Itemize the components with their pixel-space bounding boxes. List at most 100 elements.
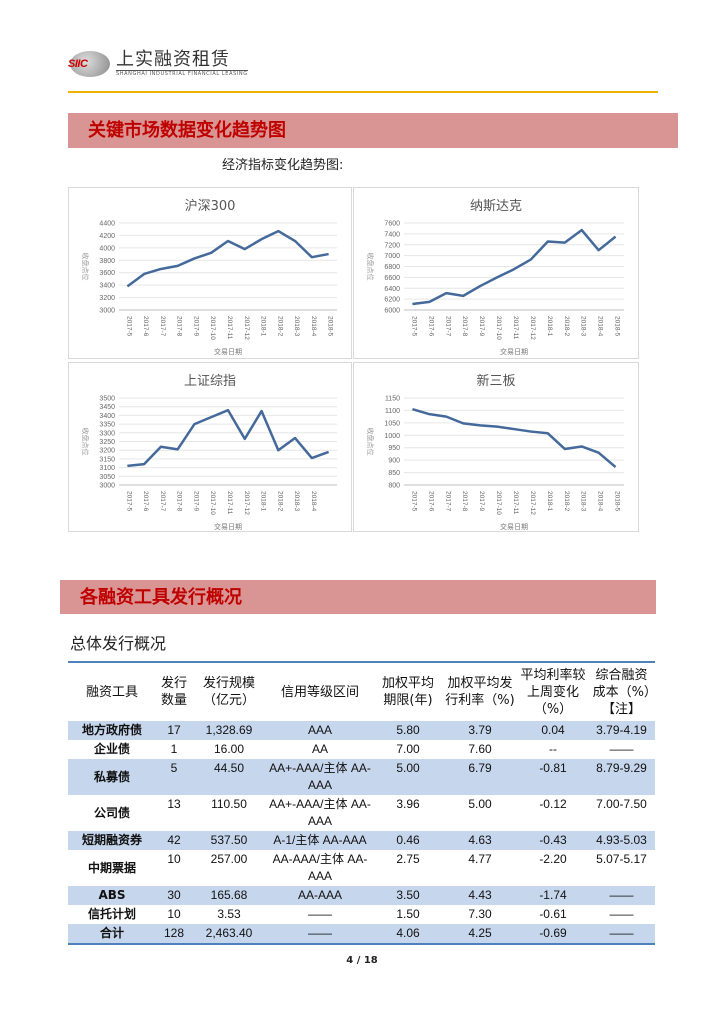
x-tick-label: 2017-6 [427,316,434,337]
section-heading-market-trends: 关键市场数据变化趋势图 [68,113,678,148]
table-cell: -0.12 [539,797,567,811]
table-cell: 5.07-5.17 [596,852,647,866]
x-tick-label: 2018-1 [260,491,267,512]
x-tick-label: 2018-4 [597,491,604,512]
y-tick-label: 3400 [99,283,115,290]
table-cell: AA-AAA/主体 AA-AAA [272,852,368,883]
x-tick-label: 2017-11 [512,491,519,515]
table-cell: 537.50 [210,833,248,847]
x-tick-label: 2017-6 [142,316,149,337]
x-tick-label: 2017-8 [176,491,183,512]
y-tick-label: 3000 [99,308,115,315]
y-axis-title: 收盘点位 [366,253,375,281]
x-tick-label: 2017-7 [444,491,451,512]
y-tick-label: 3350 [99,422,115,429]
header-divider [68,91,658,93]
x-tick-label: 2018-4 [310,316,317,337]
y-tick-label: 7600 [384,221,400,228]
x-tick-label: 2018-5 [614,316,621,337]
y-tick-label: 1050 [384,420,400,427]
x-tick-label: 2017-8 [461,491,468,512]
x-tick-label: 2017-9 [192,316,199,337]
table-caption: 总体发行概况 [70,634,167,653]
instrument-name: 短期融资券 [81,833,142,847]
y-tick-label: 6400 [384,286,400,293]
y-tick-label: 900 [388,458,400,465]
table-cell: AA+-AAA/主体 AA-AAA [269,797,371,828]
y-tick-label: 3500 [99,396,115,403]
x-tick-label: 2018-4 [597,316,604,337]
table-cell: 0.04 [541,723,565,737]
instrument-name: 中期票据 [87,860,136,875]
y-tick-label: 3200 [99,448,115,455]
column-header: 综合融资成本（%）【注】 [592,667,651,717]
y-tick-label: 3450 [99,404,115,411]
table-cell: 44.50 [213,761,245,775]
table-row: 企业债 1 16.00 AA 7.00 7.60 -- —— [68,740,655,759]
table-cell: 165.68 [210,888,248,902]
column-header: 发行数量 [160,676,187,708]
y-tick-label: 3100 [99,465,115,472]
y-tick-label: 6600 [384,275,400,282]
instrument-name: 合计 [99,926,124,940]
table-cell: 4.06 [396,926,420,940]
table-cell: 10 [167,852,181,866]
table-cell: 2.75 [396,852,420,866]
y-tick-label: 6000 [384,308,400,315]
chart-hs300: 沪深300 3000 3200 3400 3600 3800 4000 4200 4400 201… [68,187,352,359]
y-tick-label: 3050 [99,474,115,481]
table-cell: AA [311,742,328,756]
x-tick-label: 2017-9 [192,491,199,512]
table-cell: 7.00 [396,742,420,756]
table-cell: -2.20 [539,852,567,866]
y-tick-label: 3000 [99,483,115,490]
table-cell: 7.30 [468,907,492,921]
table-cell: -0.61 [539,907,567,921]
table-cell: —— [609,926,634,940]
table-cell: 1,328.69 [205,723,253,737]
table-row: 地方政府债 17 1,328.69 AAA 5.80 3.79 0.04 3.79-4.19 [68,721,655,740]
table-cell: 3.96 [396,797,420,811]
x-tick-label: 2018-3 [293,316,300,337]
series-line [126,229,329,288]
table-row: ABS 30 165.68 AA-AAA 3.50 4.43 -1.74 —— [68,886,655,905]
table-cell: AAA [307,723,332,737]
y-tick-label: 950 [388,445,400,452]
table-cell: 3.50 [396,888,420,902]
x-tick-label: 2017-8 [176,316,183,337]
y-tick-label: 7200 [384,242,400,249]
y-tick-label: 3800 [99,258,115,265]
chart-title: 上证综指 [184,374,236,389]
x-tick-label: 2018-4 [310,491,317,512]
table-cell: -0.81 [539,761,567,775]
table-cell: 0.46 [396,833,420,847]
table-cell: 1 [170,742,178,756]
y-tick-label: 4400 [99,221,115,228]
chart-group-caption: 经济指标变化趋势图: [222,158,344,173]
chart-title: 新三板 [476,373,515,389]
table-cell: 110.50 [211,797,247,811]
y-tick-label: 3300 [99,430,115,437]
column-header: 信用等级区间 [280,684,359,700]
table-cell: -- [549,742,557,756]
company-logo: SIIC 上实融资租赁 SHANGHAI INDUSTRIAL FINANCIA… [68,50,248,77]
table-cell: —— [609,907,634,921]
instrument-name: 私募债 [93,769,130,784]
table-cell: 5.80 [396,723,420,737]
table-cell: AA-AAA [297,888,342,902]
table-cell: 2,463.40 [205,926,253,940]
column-header: 加权平均期限(年) [381,676,434,708]
table-header-row: 融资工具 发行数量 发行规模（亿元） 信用等级区间 加权平均期限(年) 加权平均发行利率（… [68,662,655,721]
table-row: 短期融资券 42 537.50 A-1/主体 AA-AAA 0.46 4.63 -0.43 4… [68,831,655,850]
table-cell: 5 [170,761,178,775]
table-cell: 4.63 [468,833,492,847]
logo-mark-text: SIIC [68,57,88,70]
x-tick-label: 2018-3 [580,491,587,512]
page-number: 4 / 18 [346,955,378,966]
y-tick-label: 3150 [99,456,115,463]
table-cell: 6.79 [468,761,492,775]
table-cell: 16.00 [213,742,245,756]
x-tick-label: 2017-7 [444,316,451,337]
y-axis-title: 收盘点位 [366,428,375,456]
x-tick-label: 2017-10 [495,491,502,515]
